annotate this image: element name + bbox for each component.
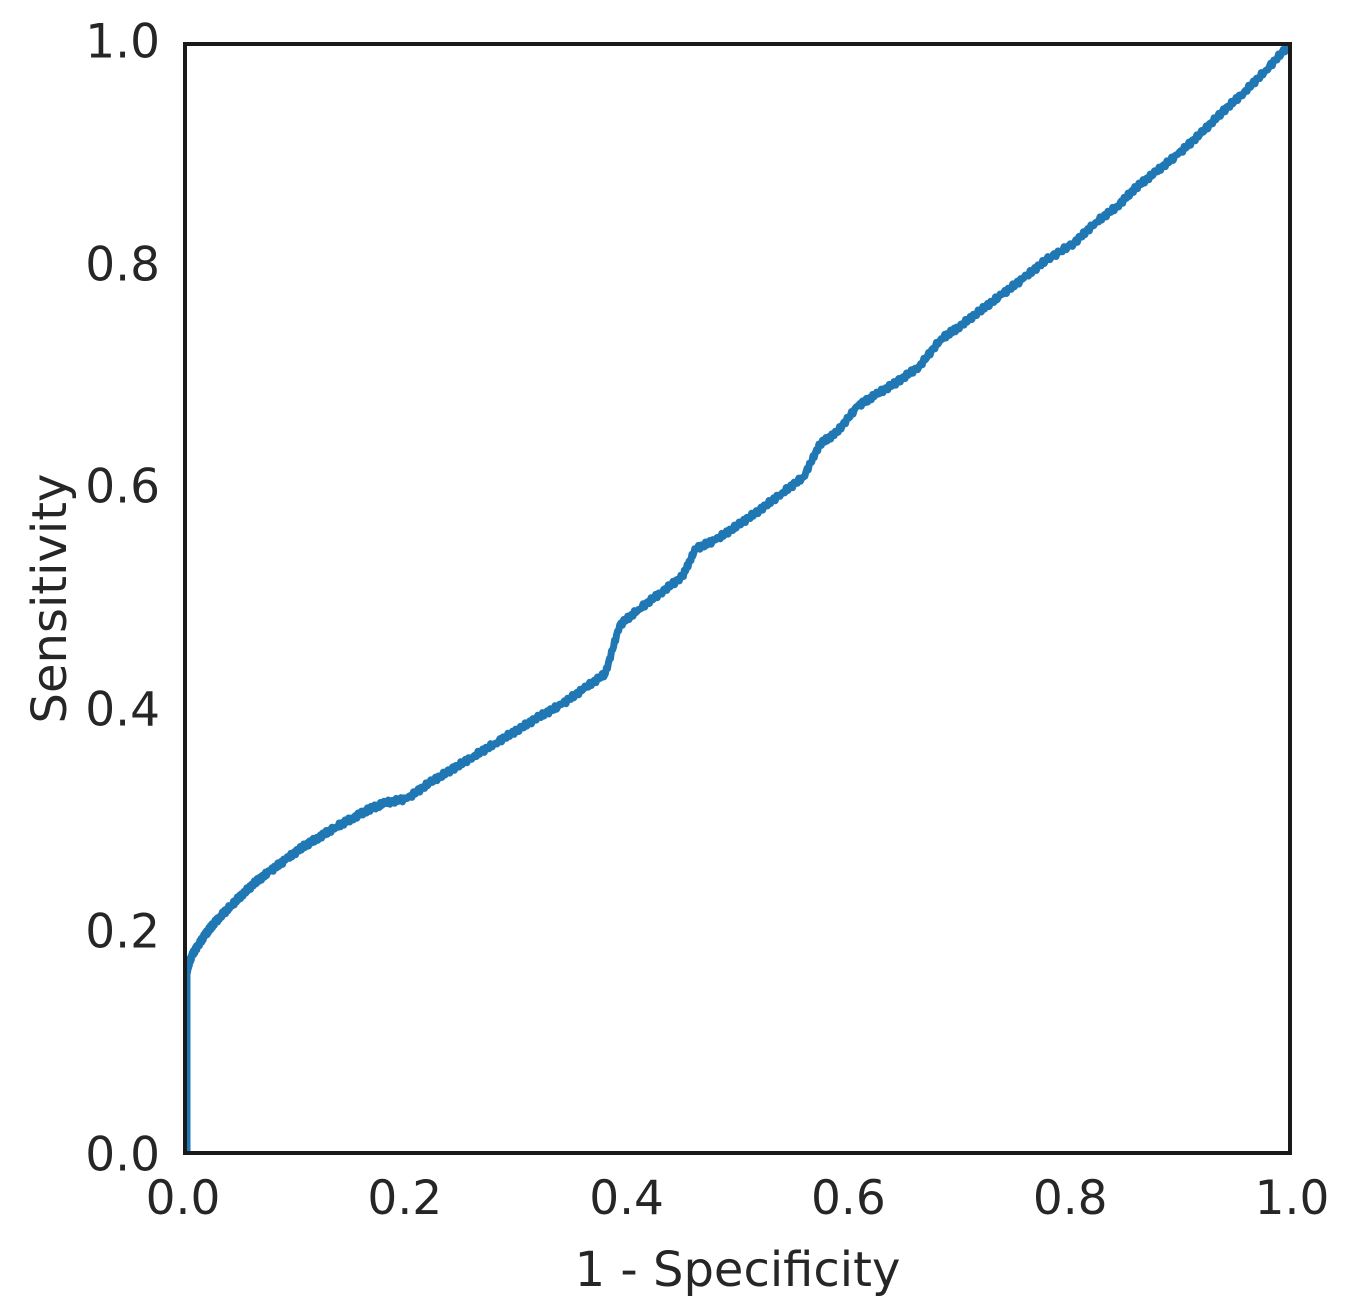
x-tick-label-5: 1.0 bbox=[1254, 1171, 1330, 1226]
y-tick-label-1: 0.8 bbox=[85, 237, 160, 293]
x-tick-label-3: 0.6 bbox=[811, 1171, 886, 1226]
x-tick-label-1: 0.2 bbox=[367, 1171, 443, 1226]
roc-curve-line bbox=[187, 46, 1288, 1151]
x-tick-label-0: 0.0 bbox=[145, 1171, 221, 1226]
y-axis-label: Sensitivity bbox=[22, 473, 78, 724]
y-tick-label-4: 0.2 bbox=[85, 904, 160, 960]
x-tick-label-4: 0.8 bbox=[1032, 1171, 1108, 1226]
roc-curve-svg bbox=[187, 46, 1288, 1151]
y-tick-label-5: 0.0 bbox=[85, 1127, 160, 1183]
y-tick-label-3: 0.4 bbox=[85, 682, 160, 738]
y-tick-label-2: 0.6 bbox=[85, 459, 160, 515]
plot-area bbox=[183, 42, 1292, 1155]
x-axis-label: 1 - Specificity bbox=[574, 1242, 901, 1298]
y-tick-label-0: 1.0 bbox=[85, 14, 160, 70]
x-tick-label-2: 0.4 bbox=[589, 1171, 664, 1226]
